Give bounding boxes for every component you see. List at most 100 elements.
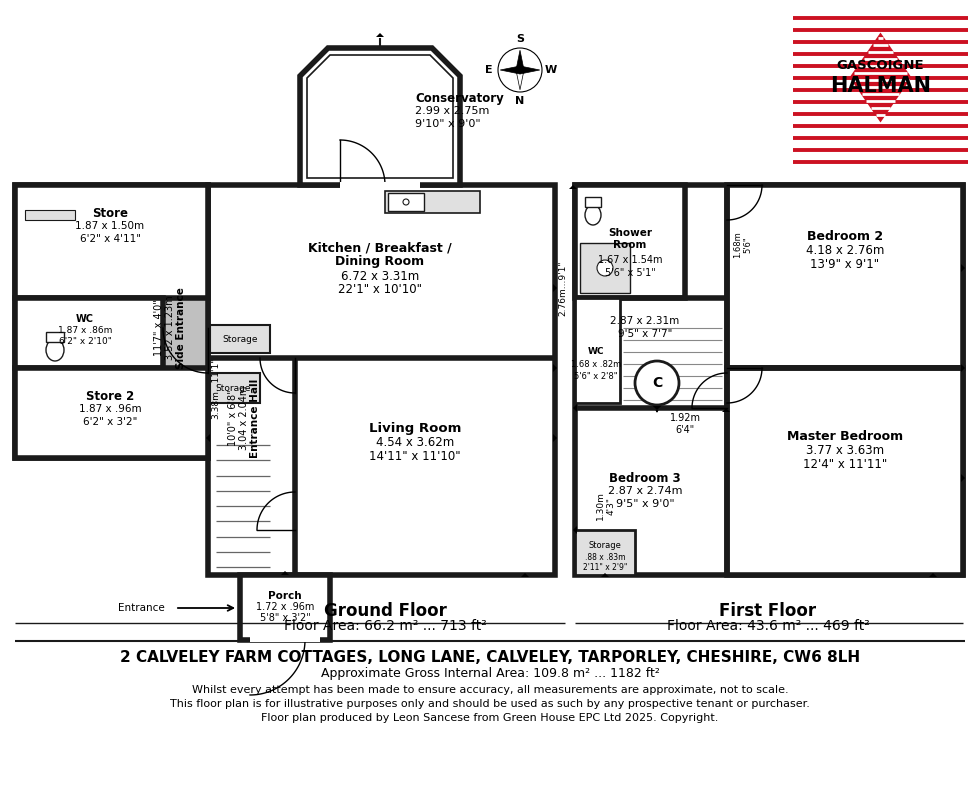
Polygon shape [516, 50, 524, 70]
Text: 4.54 x 3.62m: 4.54 x 3.62m [376, 436, 454, 448]
Circle shape [635, 361, 679, 405]
Text: 1.68m: 1.68m [733, 232, 743, 258]
Text: 9'10" x 9'0": 9'10" x 9'0" [415, 119, 480, 129]
Text: Floor Area: 66.2 m² ... 713 ft²: Floor Area: 66.2 m² ... 713 ft² [283, 619, 486, 633]
Text: Conservatory: Conservatory [415, 91, 504, 105]
Text: Storage: Storage [216, 384, 251, 392]
Text: 2 CALVELEY FARM COTTAGES, LONG LANE, CALVELEY, TARPORLEY, CHESHIRE, CW6 8LH: 2 CALVELEY FARM COTTAGES, LONG LANE, CAL… [120, 649, 860, 664]
Text: GASCOIGNE: GASCOIGNE [837, 59, 924, 72]
Circle shape [403, 199, 409, 205]
Bar [46, 332, 64, 342]
Polygon shape [601, 573, 609, 577]
Text: 3.52 x 1.23m: 3.52 x 1.23m [165, 296, 175, 360]
Polygon shape [281, 571, 289, 575]
Polygon shape [520, 66, 540, 74]
Text: E: E [485, 65, 493, 75]
Bar [727, 368, 963, 575]
Text: Side Entrance: Side Entrance [176, 287, 186, 369]
Bar [793, 3, 968, 168]
Text: 2.99 x 2.75m: 2.99 x 2.75m [415, 106, 489, 116]
Bar [15, 185, 208, 458]
Bar [385, 191, 480, 213]
Polygon shape [300, 48, 460, 185]
Text: 11'7" x 4'0": 11'7" x 4'0" [154, 299, 164, 356]
Bar [240, 575, 330, 640]
Text: C: C [652, 376, 662, 390]
Text: Bedroom 3: Bedroom 3 [610, 471, 681, 485]
Bar [340, 182, 420, 188]
Text: 6'2" x 3'2": 6'2" x 3'2" [83, 417, 137, 427]
Polygon shape [569, 185, 577, 189]
Polygon shape [521, 573, 529, 577]
Bar [575, 530, 635, 575]
Text: 2.76m...9'1": 2.76m...9'1" [559, 260, 567, 316]
Text: 2'11" x 2'9": 2'11" x 2'9" [583, 563, 627, 573]
Text: 6'2" x 4'11": 6'2" x 4'11" [79, 234, 140, 244]
Text: Master Bedroom: Master Bedroom [787, 429, 903, 443]
Polygon shape [553, 364, 557, 372]
Text: First Floor: First Floor [719, 602, 816, 620]
Bar [580, 243, 630, 293]
Bar [15, 298, 163, 368]
Text: Approximate Gross Internal Area: 109.8 m² ... 1182 ft²: Approximate Gross Internal Area: 109.8 m… [320, 667, 660, 679]
Text: HALMAN: HALMAN [830, 76, 931, 95]
Text: W: W [545, 65, 557, 75]
Text: 1.87 x .86m: 1.87 x .86m [58, 325, 112, 334]
Text: 1.72 x .96m: 1.72 x .96m [256, 602, 315, 612]
Polygon shape [961, 474, 965, 482]
Text: Kitchen / Breakfast /: Kitchen / Breakfast / [308, 241, 452, 255]
Bar [250, 634, 320, 642]
Text: Living Room: Living Room [368, 422, 462, 434]
Text: WC: WC [588, 347, 605, 355]
Text: 3.38m...11'1": 3.38m...11'1" [212, 357, 220, 418]
Text: Ground Floor: Ground Floor [323, 602, 447, 620]
Text: Porch: Porch [269, 591, 302, 601]
Text: 6.72 x 3.31m: 6.72 x 3.31m [341, 269, 419, 283]
Text: 14'11" x 11'10": 14'11" x 11'10" [369, 449, 461, 463]
Bar [15, 185, 208, 298]
Polygon shape [553, 434, 557, 442]
Bar [210, 325, 270, 353]
Circle shape [498, 48, 542, 92]
Bar [575, 185, 963, 575]
Text: 9'5" x 9'0": 9'5" x 9'0" [615, 499, 674, 509]
Text: 2.87 x 2.31m: 2.87 x 2.31m [611, 316, 679, 326]
Bar [388, 193, 424, 211]
Text: 4'3": 4'3" [607, 497, 615, 515]
Text: 6'2" x 2'10": 6'2" x 2'10" [59, 336, 112, 345]
Ellipse shape [46, 339, 64, 361]
Bar [575, 185, 685, 298]
Text: 3.04 x 2.04m: 3.04 x 2.04m [239, 386, 249, 450]
Text: 2.87 x 2.74m: 2.87 x 2.74m [608, 486, 682, 496]
Text: Store 2: Store 2 [86, 389, 134, 403]
Text: Storage: Storage [589, 541, 621, 549]
Polygon shape [516, 70, 524, 90]
Text: Entrance Hall: Entrance Hall [250, 378, 260, 458]
Text: Room: Room [613, 240, 647, 250]
Text: Floor Area: 43.6 m² ... 469 ft²: Floor Area: 43.6 m² ... 469 ft² [666, 619, 869, 633]
Text: 9'5" x 7'7": 9'5" x 7'7" [617, 329, 672, 339]
Text: Storage: Storage [222, 334, 258, 344]
Text: Dining Room: Dining Room [335, 255, 424, 267]
Text: 1.92m: 1.92m [669, 413, 701, 423]
Text: 1.30m: 1.30m [596, 492, 605, 520]
Polygon shape [722, 408, 730, 412]
Polygon shape [573, 404, 577, 412]
Polygon shape [376, 33, 384, 37]
Bar [15, 368, 208, 458]
Polygon shape [850, 32, 911, 122]
Text: .88 x .83m: .88 x .83m [585, 552, 625, 562]
Text: 4.18 x 2.76m: 4.18 x 2.76m [806, 243, 884, 257]
Text: Entrance: Entrance [119, 603, 165, 613]
Text: 22'1" x 10'10": 22'1" x 10'10" [338, 283, 422, 296]
Text: 13'9" x 9'1": 13'9" x 9'1" [810, 258, 880, 270]
Text: 10'0" x 6'8": 10'0" x 6'8" [228, 390, 238, 446]
Text: 5'6": 5'6" [744, 236, 753, 253]
Polygon shape [573, 526, 577, 534]
Text: 5'6" x 2'8": 5'6" x 2'8" [574, 371, 617, 381]
Polygon shape [500, 66, 520, 74]
Text: 3.77 x 3.63m: 3.77 x 3.63m [806, 444, 884, 456]
Polygon shape [929, 573, 937, 577]
Bar [210, 373, 260, 403]
Text: 1.67 x 1.54m: 1.67 x 1.54m [598, 255, 662, 265]
